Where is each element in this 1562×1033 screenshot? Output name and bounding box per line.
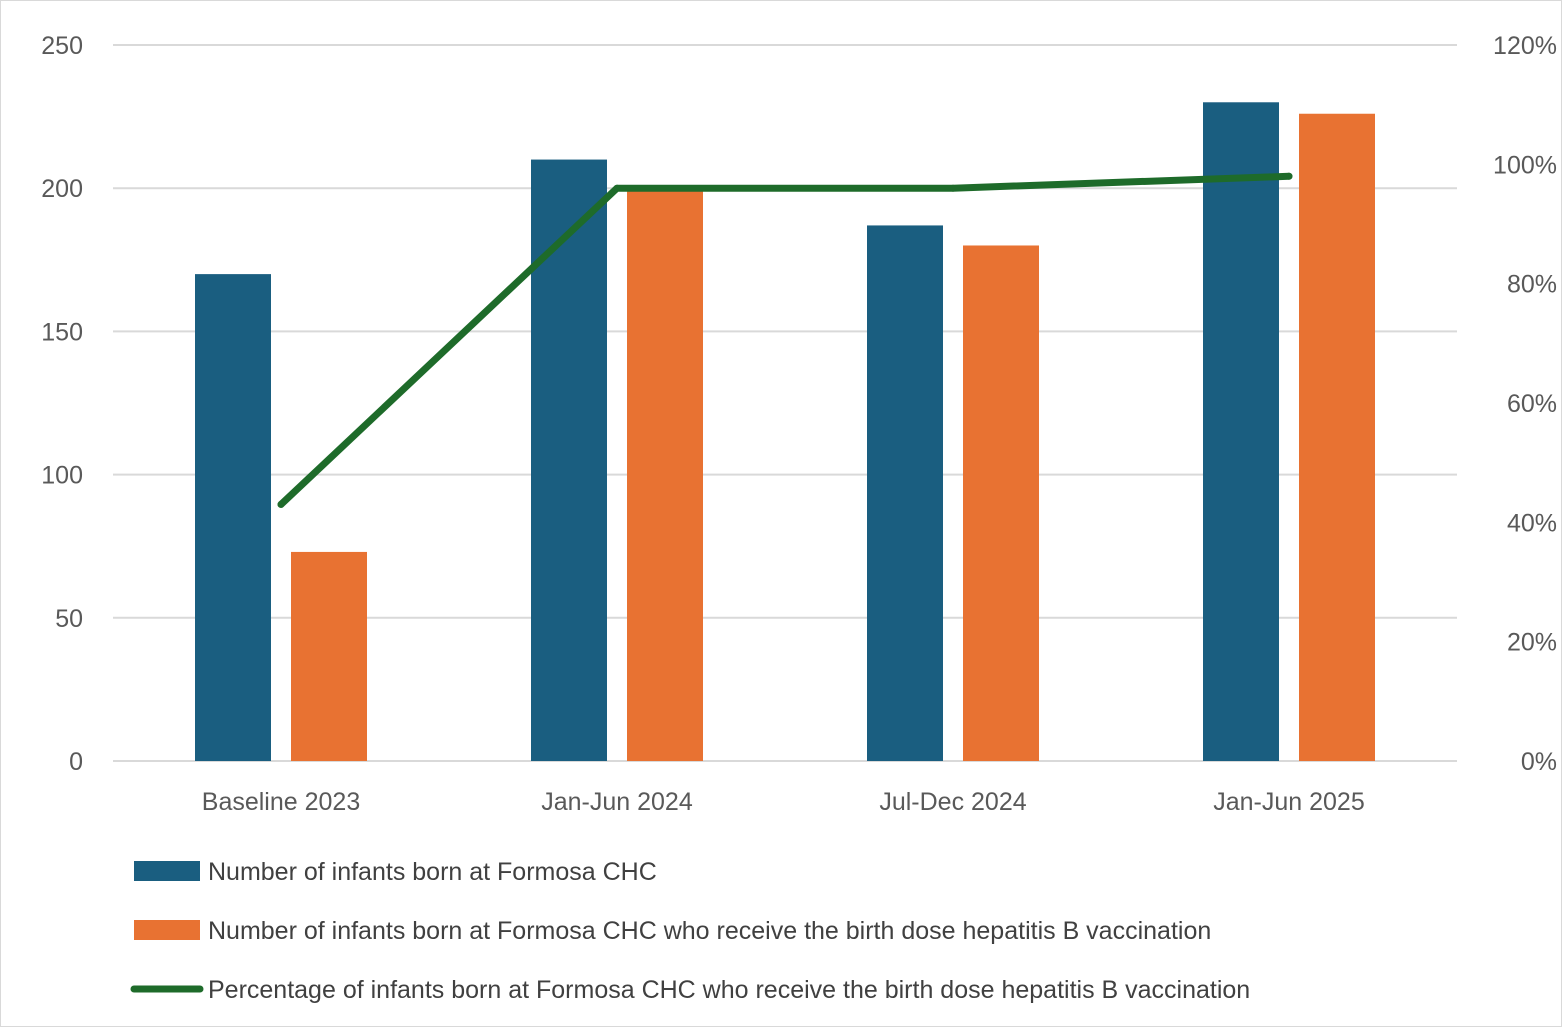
- percentage-point: [949, 184, 957, 192]
- category-label: Baseline 2023: [202, 788, 360, 816]
- left-tick-label: 50: [55, 605, 83, 633]
- legend-swatch-infants-born: [134, 861, 200, 881]
- left-tick-label: 100: [41, 462, 83, 490]
- legend-label-percentage: Percentage of infants born at Formosa CH…: [208, 976, 1250, 1004]
- bar-infants-vaccinated: [627, 188, 703, 761]
- bar-infants-born: [531, 159, 607, 761]
- right-tick-label: 60%: [1507, 390, 1557, 418]
- right-tick-label: 20%: [1507, 629, 1557, 657]
- category-label: Jul-Dec 2024: [879, 788, 1026, 816]
- left-tick-label: 200: [41, 175, 83, 203]
- bar-infants-born: [867, 225, 943, 761]
- legend-label-infants-born: Number of infants born at Formosa CHC: [208, 858, 657, 886]
- percentage-point: [613, 184, 621, 192]
- right-tick-label: 120%: [1493, 32, 1557, 60]
- bar-infants-born: [1203, 102, 1279, 761]
- left-axis-ticks: 0 50 100 150 200 250: [41, 32, 83, 776]
- right-tick-label: 100%: [1493, 151, 1557, 179]
- percentage-point: [1285, 172, 1293, 180]
- bar-infants-vaccinated: [963, 245, 1039, 762]
- bars: [195, 102, 1375, 762]
- right-tick-label: 0%: [1521, 748, 1557, 776]
- bar-infants-born: [195, 274, 271, 761]
- right-tick-label: 40%: [1507, 509, 1557, 537]
- percentage-point: [277, 500, 285, 508]
- legend-label-infants-vaccinated: Number of infants born at Formosa CHC wh…: [208, 917, 1211, 945]
- right-axis-ticks: 0% 20% 40% 60% 80% 100% 120%: [1493, 32, 1557, 776]
- left-tick-label: 150: [41, 318, 83, 346]
- percentage-line: [277, 172, 1293, 508]
- bar-infants-vaccinated: [291, 551, 367, 761]
- left-tick-label: 0: [69, 748, 83, 776]
- category-labels: Baseline 2023 Jan-Jun 2024 Jul-Dec 2024 Jan…: [202, 788, 1365, 816]
- category-label: Jan-Jun 2024: [541, 788, 693, 816]
- left-tick-label: 250: [41, 32, 83, 60]
- category-label: Jan-Jun 2025: [1213, 788, 1365, 816]
- bar-infants-vaccinated: [1299, 113, 1375, 761]
- line-series: [277, 172, 1293, 508]
- legend-swatch-infants-vaccinated: [134, 920, 200, 940]
- right-tick-label: 80%: [1507, 271, 1557, 299]
- legend: Number of infants born at Formosa CHC Nu…: [130, 858, 1250, 1004]
